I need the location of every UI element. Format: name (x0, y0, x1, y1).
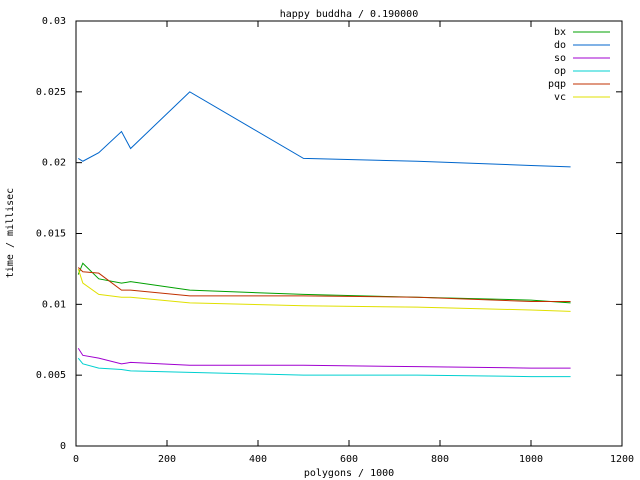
x-axis-label: polygons / 1000 (304, 468, 394, 479)
chart-title: happy buddha / 0.190000 (280, 9, 418, 20)
y-tick-label: 0.02 (42, 158, 66, 169)
series-line (77, 262, 571, 304)
y-tick-label: 0 (60, 441, 66, 452)
x-tick-label: 1200 (610, 454, 634, 465)
y-tick-label: 0.005 (36, 370, 66, 381)
x-tick-label: 0 (73, 454, 79, 465)
x-tick-label: 600 (340, 454, 358, 465)
y-axis-label: time / millisec (5, 188, 16, 278)
legend-label: pqp (548, 79, 566, 90)
series-line (77, 347, 571, 369)
y-tick-label: 0.03 (42, 16, 66, 27)
y-tick-label: 0.01 (42, 299, 66, 310)
legend-label: bx (554, 27, 566, 38)
series-line (77, 357, 571, 378)
y-tick-label: 0.025 (36, 87, 66, 98)
x-tick-label: 400 (249, 454, 267, 465)
series-line (77, 267, 571, 302)
series-line (78, 91, 571, 168)
legend-label: so (554, 53, 566, 64)
plot-border (75, 20, 623, 447)
y-tick-label: 0.015 (36, 229, 66, 240)
series-line (77, 268, 571, 312)
x-tick-label: 800 (431, 454, 449, 465)
x-tick-label: 200 (158, 454, 176, 465)
x-tick-label: 1000 (519, 454, 543, 465)
legend-label: vc (554, 92, 566, 103)
legend-label: op (554, 66, 566, 77)
legend-label: do (554, 40, 566, 51)
